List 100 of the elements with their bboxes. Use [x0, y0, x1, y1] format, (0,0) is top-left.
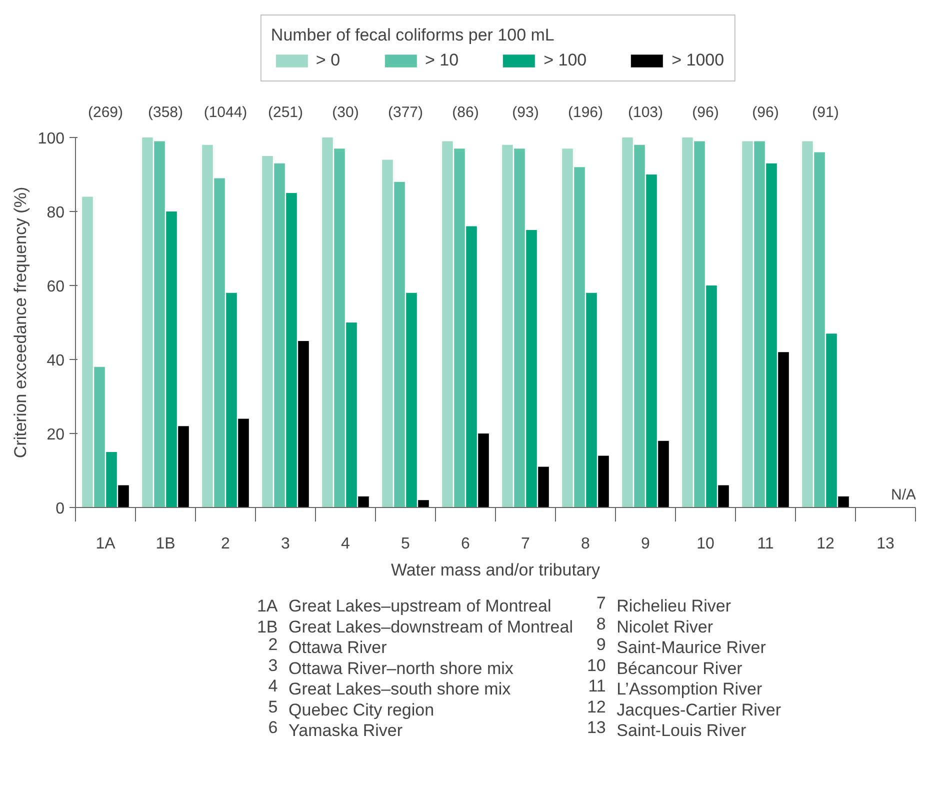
x-tick-label: 8: [581, 536, 590, 552]
legend-label: > 100: [544, 50, 587, 70]
y-tick-label: 0: [56, 500, 65, 518]
bar: [166, 212, 177, 508]
bar: [694, 141, 705, 508]
bar: [634, 144, 645, 508]
text: 5 Quebec City region: [268, 697, 434, 720]
bar: [538, 466, 549, 508]
x-tick-label: 7: [521, 536, 530, 552]
bar: [358, 496, 369, 508]
bar: [562, 148, 573, 508]
bar: [106, 452, 117, 508]
bar: [838, 496, 849, 508]
y-tick-label: 80: [46, 204, 65, 222]
legend-label: > 1000: [672, 50, 724, 70]
bar: [226, 292, 237, 508]
bar: [742, 141, 753, 508]
bar: [298, 341, 309, 508]
text: (358): [148, 104, 184, 121]
text: 1B Great Lakes–downstream of Montreal: [256, 617, 573, 636]
text: (377): [388, 104, 424, 121]
text: (93): [512, 104, 539, 121]
y-tick-label: 100: [38, 130, 65, 148]
text: 8 Nicolet River: [596, 614, 714, 636]
x-tick-label: 2: [221, 536, 230, 552]
bar: [802, 141, 813, 508]
bar: [682, 138, 693, 508]
bar: [778, 352, 789, 508]
bar: [406, 292, 417, 508]
x-tick-label: 5: [401, 536, 410, 552]
text: 1A Great Lakes–upstream of Montreal: [256, 596, 552, 616]
bar: [346, 322, 357, 508]
bar: [598, 456, 609, 508]
bar: [754, 141, 765, 508]
bar: [202, 144, 213, 508]
bar: [622, 138, 633, 508]
x-tick-label: 6: [461, 536, 470, 552]
bar: [394, 182, 405, 508]
bar: [214, 178, 225, 508]
x-tick-label: 11: [757, 536, 774, 552]
x-tick-label: 12: [816, 536, 834, 552]
y-tick-label: 20: [46, 426, 65, 444]
bar: [178, 426, 189, 508]
x-tick-label: 1B: [156, 536, 176, 552]
text: (1044): [204, 104, 248, 121]
bar: [418, 500, 429, 508]
x-tick-label: 9: [641, 536, 650, 552]
text: (103): [628, 104, 664, 121]
y-tick-label: 60: [46, 278, 65, 296]
x-tick-label: 13: [876, 536, 894, 552]
text: 3 Ottawa River–north shore mix: [268, 656, 514, 678]
bar: [382, 160, 393, 508]
bar: [118, 485, 129, 508]
x-tick-label: 1A: [96, 536, 116, 552]
text: (86): [452, 104, 479, 121]
bar: [466, 226, 477, 508]
bar: [454, 148, 465, 508]
text: 12 Jacques-Cartier River: [586, 697, 782, 720]
bar: [334, 148, 345, 508]
bar: [658, 440, 669, 508]
text: 4 Great Lakes–south shore mix: [268, 676, 512, 699]
bar: [142, 138, 153, 508]
x-tick-label: 4: [341, 536, 350, 552]
text: (96): [692, 104, 719, 121]
bar: [154, 141, 165, 508]
text: (96): [752, 104, 779, 121]
bar: [514, 148, 525, 508]
bar: [442, 141, 453, 508]
bar: [814, 152, 825, 508]
bar: [238, 418, 249, 508]
x-tick-label: 10: [696, 536, 714, 552]
legend-label: > 10: [425, 50, 459, 70]
bar: [646, 174, 657, 508]
text: (196): [568, 104, 604, 121]
bar: [586, 292, 597, 508]
bar: [718, 485, 729, 508]
text: 2 Ottawa River: [268, 635, 388, 658]
bar: [706, 286, 717, 508]
bar: [262, 156, 273, 508]
bar: [286, 193, 297, 508]
bar: [766, 163, 777, 508]
text: (30): [332, 104, 359, 121]
text: 13 Saint-Louis River: [586, 718, 746, 740]
text: 11 L’Assomption River: [588, 676, 763, 699]
y-tick-label: 40: [46, 352, 65, 370]
x-axis-title: Water mass and/or tributary: [390, 560, 601, 580]
text: 7 Richelieu River: [596, 594, 732, 616]
bar: [274, 163, 285, 508]
legend-title: Number of fecal coliforms per 100 mL: [270, 25, 556, 45]
text: 9 Saint-Maurice River: [596, 635, 766, 658]
bar: [826, 334, 837, 508]
bar: [322, 138, 333, 508]
text: 6 Yamaska River: [268, 718, 403, 740]
text: (91): [812, 104, 839, 121]
bar: [82, 196, 93, 508]
text: (269): [88, 104, 124, 121]
text: (251): [268, 104, 304, 121]
bar: [94, 366, 105, 508]
bar: [478, 434, 489, 508]
y-axis-title: Criterion exceedance frequency (%): [10, 186, 30, 458]
